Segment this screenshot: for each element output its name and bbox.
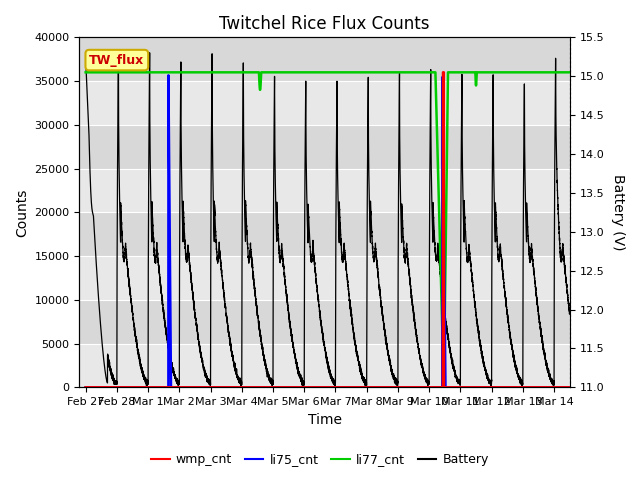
Y-axis label: Counts: Counts [15, 188, 29, 237]
X-axis label: Time: Time [308, 413, 342, 427]
Bar [79, 125, 570, 168]
Bar [79, 212, 570, 256]
Bar [79, 168, 570, 212]
Bar [79, 344, 570, 387]
Bar [79, 81, 570, 125]
Bar [79, 256, 570, 300]
Bar [79, 37, 570, 81]
Y-axis label: Battery (V): Battery (V) [611, 174, 625, 251]
Text: TW_flux: TW_flux [89, 54, 145, 67]
Title: Twitchel Rice Flux Counts: Twitchel Rice Flux Counts [220, 15, 430, 33]
Bar [79, 300, 570, 344]
Legend: wmp_cnt, li75_cnt, li77_cnt, Battery: wmp_cnt, li75_cnt, li77_cnt, Battery [146, 448, 494, 471]
